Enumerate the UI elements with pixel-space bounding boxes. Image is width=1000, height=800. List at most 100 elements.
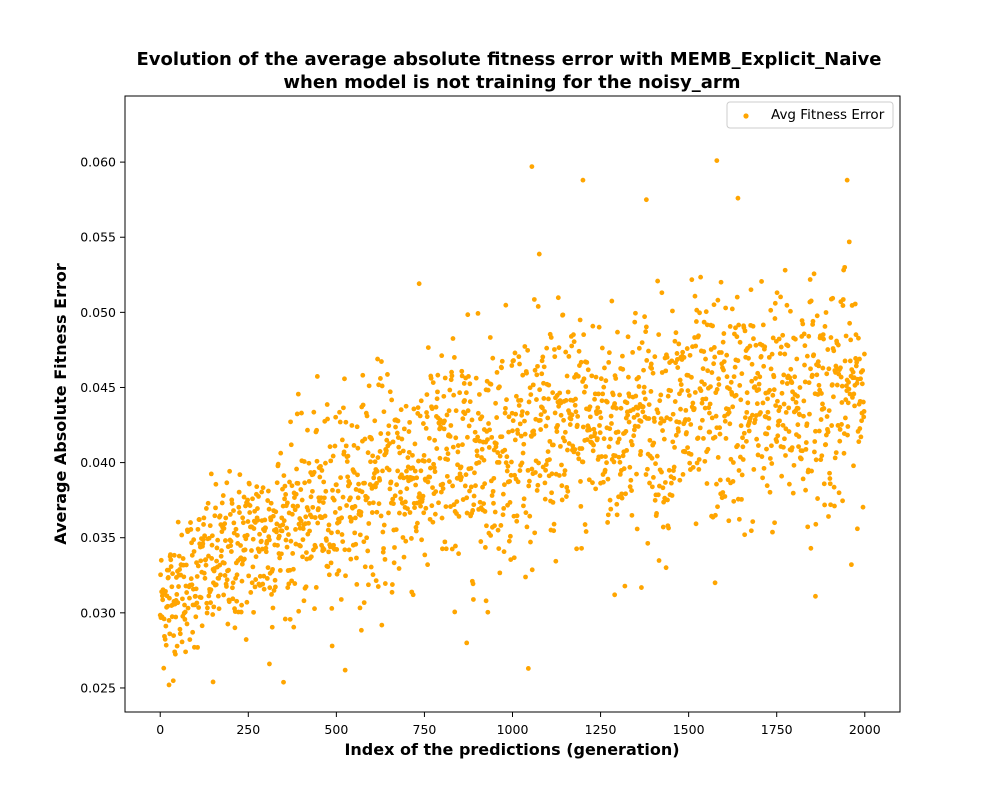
data-point [639,340,645,346]
data-point [747,343,753,349]
data-point [227,468,233,474]
data-point [161,665,167,671]
data-point [468,484,474,490]
data-point [381,546,386,551]
data-point [386,467,392,473]
data-point [758,410,763,415]
data-point [537,417,543,423]
data-point [818,457,824,463]
data-point [395,468,401,474]
data-point [265,565,271,571]
data-point [281,473,287,478]
data-point [294,411,300,417]
data-point [784,381,790,386]
data-point [534,397,539,402]
data-point [707,429,713,435]
data-point [578,503,584,509]
data-point [481,501,487,506]
data-point [697,310,702,316]
data-point [161,616,167,622]
data-point [590,448,596,454]
x-tick-label: 0 [156,722,164,737]
data-point [549,490,554,496]
data-point [324,402,330,407]
data-point [344,503,349,508]
data-point [801,413,806,419]
data-point [634,526,640,532]
data-point [802,343,808,349]
data-point [782,351,788,357]
data-point [733,392,739,398]
data-point [269,624,275,630]
data-point [429,406,435,412]
data-point [223,515,229,521]
data-point [229,497,235,503]
data-point [326,522,332,528]
data-point [398,489,403,495]
data-point [846,379,851,385]
data-point [391,501,396,507]
data-point [470,508,476,513]
x-axis-label: Index of the predictions (generation) [344,740,679,759]
data-point [833,450,839,456]
data-point [847,391,853,397]
data-point [393,424,398,430]
data-point [672,399,678,404]
data-point [592,396,597,402]
data-point [772,316,778,321]
data-point [395,418,401,424]
data-point [790,396,796,402]
data-point-outlier [714,158,720,164]
data-point [337,409,342,415]
data-point [242,547,248,553]
data-point [779,390,785,396]
data-point [397,450,403,456]
data-point [203,557,209,562]
data-point [801,331,807,337]
data-point [660,524,666,530]
data-point [585,367,591,373]
data-point [828,502,833,508]
data-point [779,473,785,479]
y-axis-ticks: 0.025 0.030 0.035 0.040 0.045 0.050 0.055 0.060 [80,155,125,695]
data-point [443,546,449,552]
data-point [299,410,304,416]
data-point [614,512,620,518]
data-point [600,391,606,397]
data-point [242,556,247,562]
data-point [428,465,433,471]
data-point [584,437,590,443]
data-point [640,409,646,415]
data-point [857,426,863,431]
data-point [215,593,221,599]
data-point [754,436,760,442]
data-point [437,455,443,461]
data-point [840,303,846,308]
data-point [632,319,638,325]
data-point [443,504,449,510]
data-point [207,523,213,529]
data-point [345,453,351,459]
data-point [846,386,852,392]
data-point [780,422,786,428]
data-point [645,466,650,472]
data-point [860,368,866,373]
data-point [597,430,603,436]
data-point [656,332,662,337]
data-point [614,405,619,411]
data-point [765,409,771,415]
data-point [521,441,527,447]
data-point [479,446,485,452]
data-point [604,399,610,405]
data-point [693,343,699,349]
data-point [826,408,832,413]
data-point [441,426,447,432]
data-point [689,374,694,380]
data-point [209,556,215,561]
data-point [843,415,848,421]
data-point [381,522,387,528]
data-point [412,505,417,511]
data-point [402,511,408,517]
data-point [618,405,624,411]
data-point [626,419,632,425]
